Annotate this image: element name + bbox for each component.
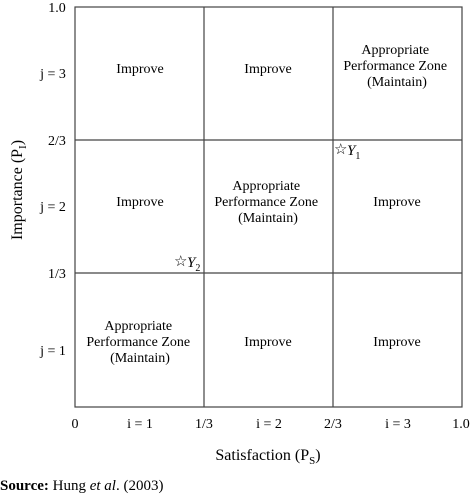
point-y1-star-icon: ☆ — [334, 142, 347, 158]
cell-i1-j2: Improve — [116, 195, 163, 210]
plot-frame — [74, 6, 463, 408]
y-band-j3: j = 3 — [39, 67, 66, 82]
y-axis-title: Importance (PI) — [9, 140, 29, 240]
y-tick-1-0: 1.0 — [48, 1, 66, 16]
x-tick-0: 0 — [72, 417, 79, 432]
x-tick-2-3: 2/3 — [324, 417, 342, 432]
source-author: Hung — [52, 478, 86, 494]
x-band-i3: i = 3 — [385, 417, 411, 432]
point-y1-label: Y1 — [347, 143, 360, 162]
point-y2-label: Y2 — [187, 255, 200, 274]
source-label: Source: — [0, 478, 49, 494]
source-citation: Source: Hung et al. (2003) — [0, 478, 163, 495]
point-y1: ☆ Y1 — [334, 142, 360, 162]
cell-i2-j1: Improve — [244, 335, 291, 350]
cell-i1-j3: Improve — [116, 62, 163, 77]
cell-i2-j2: Appropriate Performance Zone (Maintain) — [214, 179, 321, 226]
x-tick-1-0: 1.0 — [452, 417, 470, 432]
cell-i3-j3: Appropriate Performance Zone (Maintain) — [343, 43, 450, 90]
y-tick-1-3: 1/3 — [48, 267, 66, 282]
y-axis-title-group: Importance (PI) — [9, 140, 29, 240]
y-tick-2-3: 2/3 — [48, 134, 66, 149]
x-axis-title: Satisfaction (PS) — [215, 447, 320, 467]
cell-i3-j2: Improve — [373, 195, 420, 210]
point-y2-star-icon: ☆ — [174, 254, 187, 270]
x-tick-1-3: 1/3 — [195, 417, 213, 432]
y-band-j1: j = 1 — [39, 344, 66, 359]
source-year: . (2003) — [115, 478, 164, 494]
cell-i2-j3: Improve — [244, 62, 291, 77]
cell-i3-j1: Improve — [373, 335, 420, 350]
x-band-i1: i = 1 — [127, 417, 153, 432]
x-band-i2: i = 2 — [256, 417, 282, 432]
cell-i1-j1: Appropriate Performance Zone (Maintain) — [86, 319, 193, 366]
point-y2: ☆ Y2 — [174, 254, 200, 274]
source-etal: et al — [89, 478, 116, 494]
y-band-j2: j = 2 — [39, 200, 66, 215]
